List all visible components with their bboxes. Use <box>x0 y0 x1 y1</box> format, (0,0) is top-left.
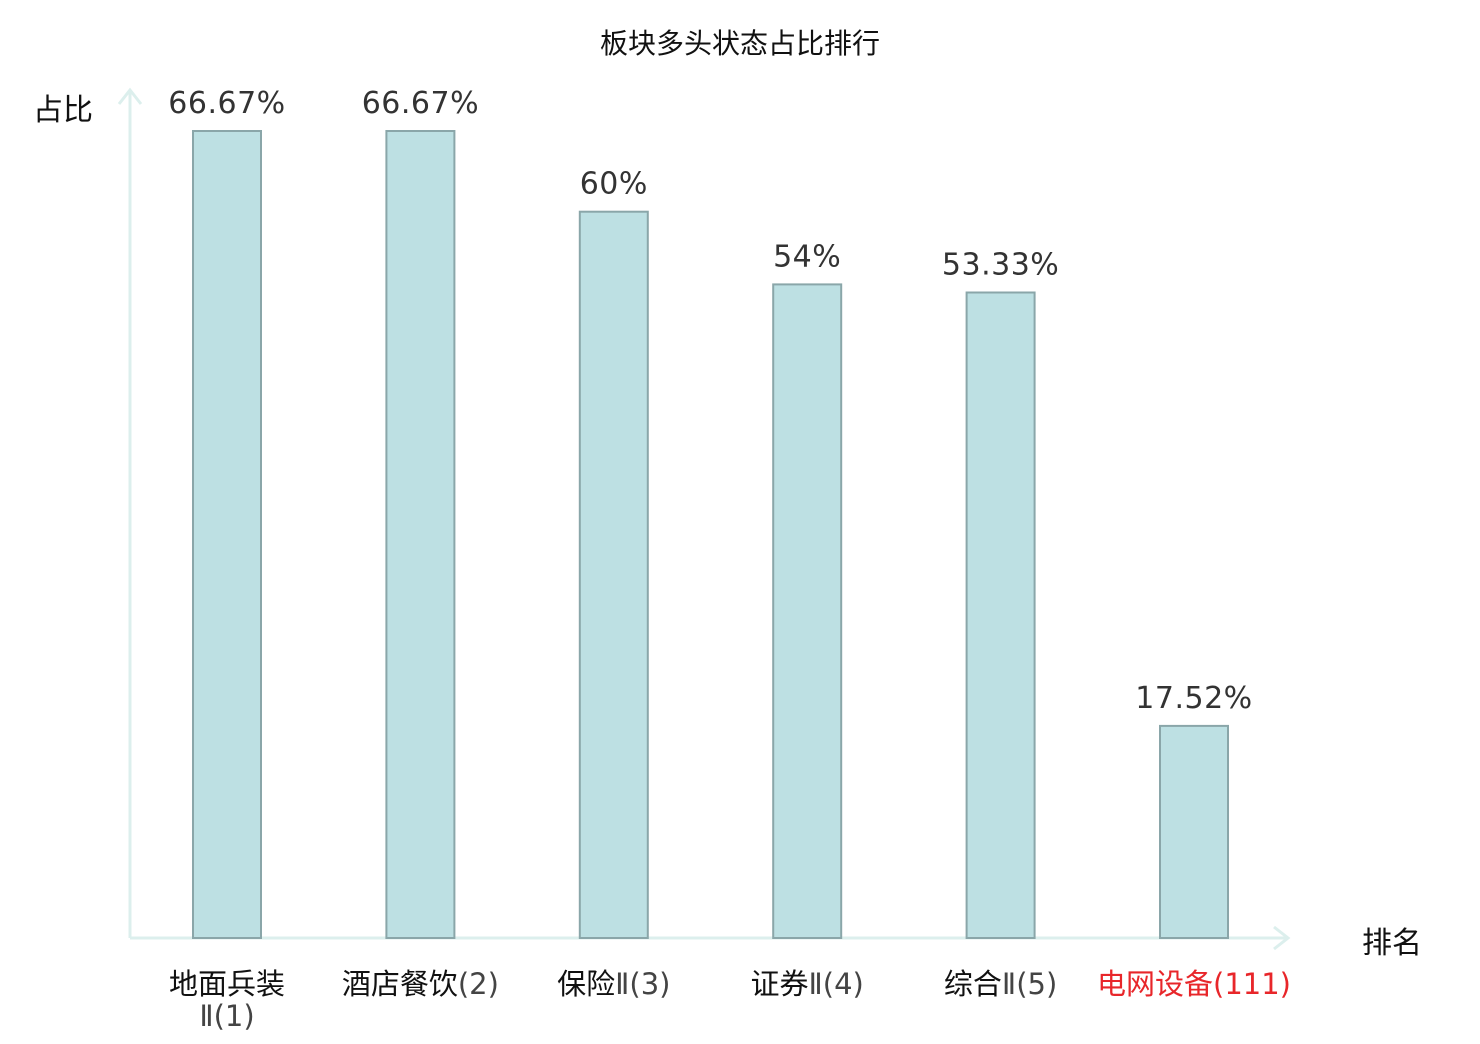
category-label-1: 地面兵装 Ⅱ(1) <box>169 967 285 1033</box>
category-name: 综合 <box>944 967 1002 1001</box>
category-rank: Ⅱ(4) <box>809 967 864 1001</box>
chart-title: 板块多头状态占比排行 <box>600 27 880 60</box>
value-label-5: 53.33% <box>942 248 1059 283</box>
category-rank: (2) <box>458 967 499 1001</box>
category-rank: Ⅱ(3) <box>615 967 670 1001</box>
bar-3 <box>578 210 649 939</box>
value-label-3: 60% <box>580 167 648 202</box>
bar-6 <box>1159 724 1229 940</box>
category-name: 地面兵装 <box>169 967 285 1001</box>
bar-1 <box>192 130 262 939</box>
x-axis-label: 排名 <box>1362 926 1422 961</box>
category-label-5: 综合Ⅱ(5) <box>944 967 1057 1001</box>
category-rank: (111) <box>1213 967 1291 1001</box>
bar-5 <box>965 291 1036 939</box>
value-label-1: 66.67% <box>168 86 285 121</box>
category-label-3: 保险Ⅱ(3) <box>557 967 670 1001</box>
category-name: 保险 <box>557 967 615 1001</box>
bar-2 <box>385 130 456 939</box>
y-axis-arrow <box>117 87 143 105</box>
category-label-2: 酒店餐饮(2) <box>342 967 499 1001</box>
category-name: 电网设备 <box>1097 967 1213 1001</box>
category-name: 证券 <box>751 967 809 1001</box>
value-labels-group: 66.67% 66.67% 60% 54% 53.33% 17.52% <box>168 86 1252 716</box>
category-label-6: 电网设备(111) <box>1097 967 1291 1001</box>
value-label-6: 17.52% <box>1135 681 1252 716</box>
category-rank: Ⅱ(1) <box>199 999 254 1033</box>
category-labels-group: 地面兵装 Ⅱ(1) 酒店餐饮(2) 保险Ⅱ(3) 证券Ⅱ(4) 综合Ⅱ(5) 电网设备(11… <box>169 967 1291 1033</box>
category-label-4: 证券Ⅱ(4) <box>751 967 864 1001</box>
value-label-2: 66.67% <box>362 86 479 121</box>
bars-group <box>192 130 1229 940</box>
category-name: 酒店餐饮 <box>342 967 458 1001</box>
value-label-4: 54% <box>773 239 841 274</box>
bar-4 <box>772 283 843 939</box>
y-axis-label: 占比 <box>33 93 93 128</box>
x-axis-arrow <box>1273 925 1291 951</box>
category-rank: Ⅱ(5) <box>1002 967 1057 1001</box>
